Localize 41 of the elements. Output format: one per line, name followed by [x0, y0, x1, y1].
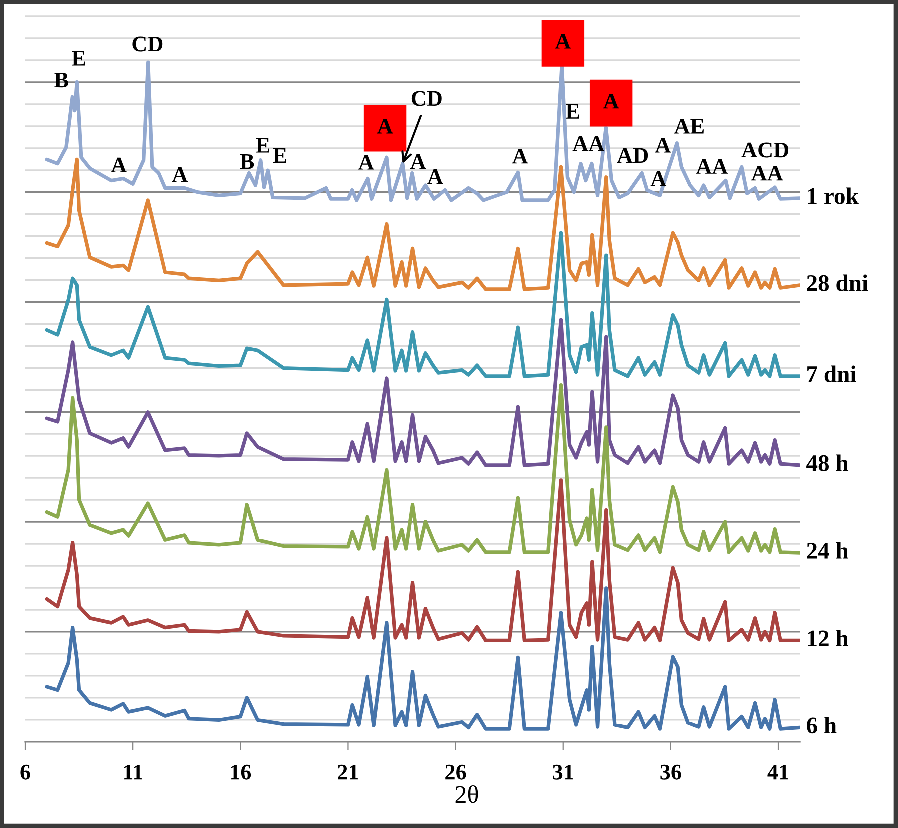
annotation: A — [172, 167, 188, 182]
series-label: 1 rok — [808, 188, 859, 204]
x-tick-label: 6 — [20, 764, 30, 780]
annotation: A — [377, 119, 394, 134]
annotation: AA — [752, 166, 784, 181]
annotation: AA — [696, 159, 728, 174]
annotation: B — [54, 72, 68, 88]
x-tick-label: 16 — [231, 764, 252, 780]
series-label: 28 dni — [807, 274, 868, 292]
annotation: B — [240, 154, 254, 170]
annotation: A — [655, 138, 672, 153]
series-label: 12 h — [808, 630, 849, 646]
annotation: AA — [572, 136, 605, 152]
annotation: A — [428, 169, 444, 184]
series-label: 7 dni — [808, 366, 856, 382]
annotation: CD — [412, 91, 442, 106]
annotation: A — [358, 155, 374, 170]
series-label: 24 h — [807, 542, 849, 559]
annotation: E — [72, 51, 86, 66]
annotation: E — [566, 104, 580, 119]
x-tick-label: 26 — [446, 764, 466, 780]
x-axis-title: 2θ — [456, 785, 478, 804]
x-tick-label: 41 — [768, 764, 788, 780]
annotation: A — [410, 154, 426, 170]
x-tick-label: 36 — [660, 764, 682, 780]
x-tick-label: 31 — [553, 764, 574, 780]
annotation: A — [604, 94, 620, 109]
annotation: A — [555, 34, 572, 49]
annotation: E — [273, 148, 287, 163]
annotation: AE — [674, 119, 704, 134]
annotation: CD — [132, 36, 163, 52]
annotation: ACD — [742, 142, 789, 158]
annotation: A — [512, 148, 528, 164]
series-label: 48 h — [806, 454, 849, 472]
series-label: 6 h — [807, 716, 837, 734]
x-tick-label: 11 — [124, 764, 142, 780]
annotation: A — [111, 158, 127, 173]
annotation: A — [650, 171, 667, 186]
x-tick-label: 21 — [338, 764, 358, 780]
annotation: E — [256, 138, 270, 153]
annotation: AD — [617, 148, 648, 163]
